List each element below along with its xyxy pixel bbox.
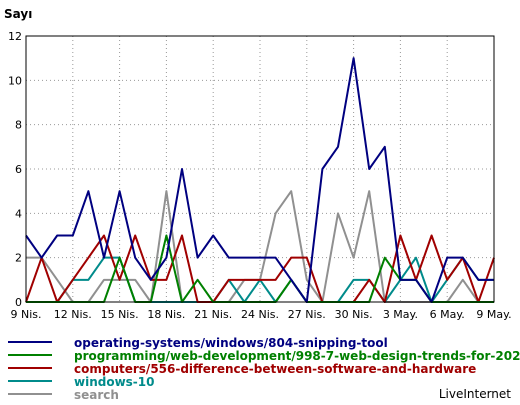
- legend-label: operating-systems/windows/804-snipping-t…: [74, 336, 388, 350]
- y-tick-label: 12: [8, 30, 22, 43]
- x-tick-label: 21 Nis.: [194, 308, 232, 321]
- legend-label: search: [74, 388, 119, 402]
- legend: operating-systems/windows/804-snipping-t…: [8, 336, 520, 402]
- y-tick-label: 0: [15, 296, 22, 309]
- legend-label: programming/web-development/998-7-web-de…: [74, 349, 520, 363]
- x-tick-label: 18 Nis.: [147, 308, 185, 321]
- x-axis-ticks: 9 Nis. 12 Nis. 15 Nis. 18 Nis. 21 Nis. 24 Nis…: [10, 308, 511, 321]
- plot-frame: [25, 35, 495, 303]
- y-tick-label: 10: [8, 74, 22, 87]
- x-tick-label: 15 Nis.: [101, 308, 139, 321]
- x-tick-label: 3 May.: [383, 308, 418, 321]
- y-axis-ticks: 0 2 4 6 8 10 12: [8, 30, 22, 309]
- x-tick-label: 27 Nis.: [288, 308, 326, 321]
- y-tick-label: 8: [15, 119, 22, 132]
- grid: [25, 35, 495, 303]
- x-tick-label: 6 May.: [430, 308, 465, 321]
- y-tick-label: 6: [15, 163, 22, 176]
- x-tick-label: 9 May.: [476, 308, 511, 321]
- series-line-0: [25, 57, 494, 303]
- y-axis-label: Sayı: [4, 7, 32, 21]
- y-tick-label: 4: [15, 207, 22, 220]
- legend-label: computers/556-difference-between-softwar…: [74, 362, 476, 376]
- x-tick-label: 12 Nis.: [54, 308, 92, 321]
- x-tick-label: 30 Nis.: [335, 308, 373, 321]
- x-tick-label: 9 Nis.: [10, 308, 41, 321]
- legend-label: windows-10: [74, 375, 154, 389]
- y-tick-label: 2: [15, 252, 22, 265]
- x-tick-label: 24 Nis.: [241, 308, 279, 321]
- brand-label: LiveInternet: [439, 387, 511, 401]
